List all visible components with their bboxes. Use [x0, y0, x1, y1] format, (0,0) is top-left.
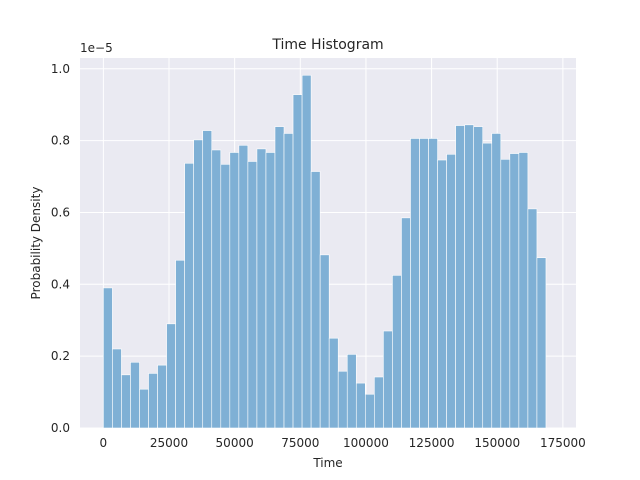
x-tick-label: 75000 [281, 436, 319, 450]
histogram-bar [283, 133, 294, 429]
histogram-bar [175, 259, 185, 429]
histogram-bar [310, 171, 321, 429]
histogram-bar [265, 152, 276, 429]
histogram-bar [473, 126, 484, 429]
histogram-bar [536, 257, 547, 429]
y-tick-label: 0.8 [51, 134, 70, 148]
histogram-bar [428, 138, 438, 429]
histogram-bar [437, 159, 447, 429]
histogram-bar [374, 376, 384, 429]
histogram-bar [446, 153, 456, 429]
y-tick-label: 0.2 [51, 349, 70, 363]
histogram-bar [202, 130, 213, 429]
x-tick-label: 25000 [150, 436, 188, 450]
histogram-bar [121, 374, 131, 429]
histogram-bars [103, 74, 547, 429]
x-tick-label: 50000 [216, 436, 254, 450]
histogram-bar [401, 217, 411, 429]
histogram-bar [301, 74, 312, 429]
histogram-bar [419, 138, 429, 429]
histogram-bar [166, 323, 176, 429]
histogram-bar [130, 361, 140, 429]
histogram-bar [527, 208, 538, 429]
histogram-bar [518, 152, 529, 429]
histogram-bar [238, 144, 249, 429]
x-tick-label: 150000 [474, 436, 520, 450]
histogram-bar [274, 126, 285, 429]
x-axis-label: Time [312, 456, 342, 470]
histogram-bar [157, 364, 167, 429]
histogram-bar [247, 161, 258, 429]
histogram-bar [193, 139, 204, 429]
histogram-bar [500, 159, 511, 429]
y-axis-multiplier: 1e−5 [80, 41, 113, 55]
histogram-bar [482, 142, 493, 429]
y-tick-label: 1.0 [51, 62, 70, 76]
x-tick-label: 125000 [409, 436, 455, 450]
histogram-bar [139, 388, 149, 429]
histogram-bar [355, 382, 366, 429]
x-tick-label: 100000 [343, 436, 389, 450]
histogram-bar [319, 254, 330, 429]
histogram-bar [383, 330, 393, 429]
histogram-bar [491, 133, 502, 429]
y-tick-labels: 0.0 0.2 0.4 0.6 0.8 1.0 [51, 62, 70, 435]
histogram-bar [509, 153, 520, 429]
y-tick-label: 0.6 [51, 205, 70, 219]
histogram-bar [184, 162, 194, 429]
y-tick-label: 0.0 [51, 421, 70, 435]
histogram-bar [148, 373, 158, 429]
histogram-bar [229, 152, 240, 429]
histogram-bar [328, 337, 339, 429]
histogram-bar [256, 148, 267, 429]
x-tick-label: 0 [100, 436, 108, 450]
histogram-bar [455, 125, 465, 429]
histogram-bar [211, 149, 222, 429]
histogram-bar [112, 348, 122, 429]
y-tick-label: 0.4 [51, 277, 70, 291]
histogram-bar [220, 164, 231, 429]
histogram-bar [292, 94, 303, 429]
x-tick-label: 175000 [540, 436, 586, 450]
x-tick-labels: 0 25000 50000 75000 100000 125000 150000 175000 [100, 436, 586, 450]
chart-title: Time Histogram [271, 37, 383, 53]
histogram-bar [464, 124, 475, 429]
histogram-bar [337, 370, 348, 429]
histogram-bar [103, 287, 113, 429]
histogram-bar [365, 393, 375, 429]
y-axis-label: Probability Density [29, 187, 43, 300]
histogram-bar [346, 354, 357, 429]
histogram-bar [392, 275, 402, 429]
histogram-bar [410, 138, 420, 429]
